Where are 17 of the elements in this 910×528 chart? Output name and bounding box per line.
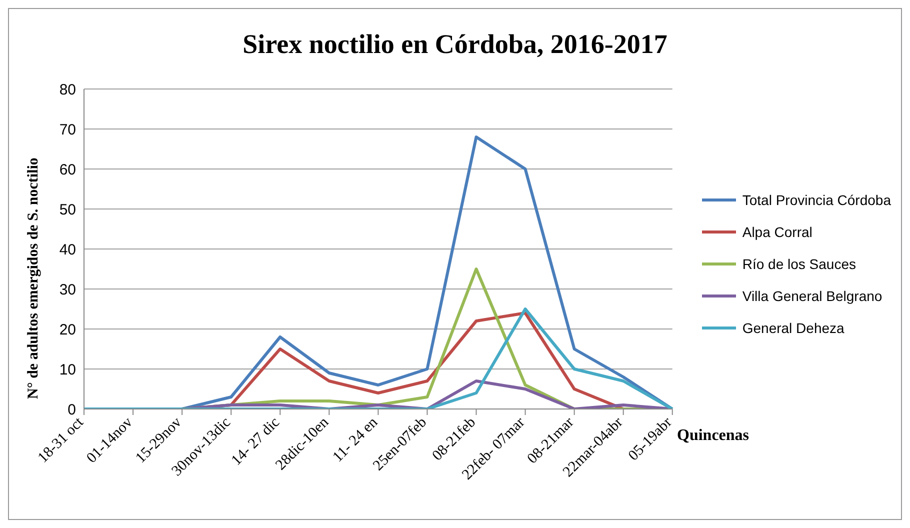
y-tick-label: 30 xyxy=(59,281,76,298)
legend-label: Alpa Corral xyxy=(742,224,812,240)
y-tick-label: 80 xyxy=(59,81,76,98)
legend-label: Río de los Sauces xyxy=(742,256,856,272)
y-tick-label: 10 xyxy=(59,361,76,378)
y-tick-label: 20 xyxy=(59,321,76,338)
legend-label: Total Provincia Córdoba xyxy=(742,192,891,208)
y-tick-label: 0 xyxy=(68,401,76,418)
y-axis-title: N° de adultos emergidos de S. noctilio xyxy=(25,158,42,399)
legend-label: Villa General Belgrano xyxy=(742,288,882,304)
y-tick-label: 70 xyxy=(59,121,76,138)
y-tick-label: 50 xyxy=(59,201,76,218)
y-tick-label: 40 xyxy=(59,241,76,258)
x-axis-title: Quincenas xyxy=(677,427,750,445)
y-tick-label: 60 xyxy=(59,161,76,178)
chart-title: Sirex noctilio en Córdoba, 2016-2017 xyxy=(242,29,668,60)
legend-label: General Deheza xyxy=(742,320,844,336)
